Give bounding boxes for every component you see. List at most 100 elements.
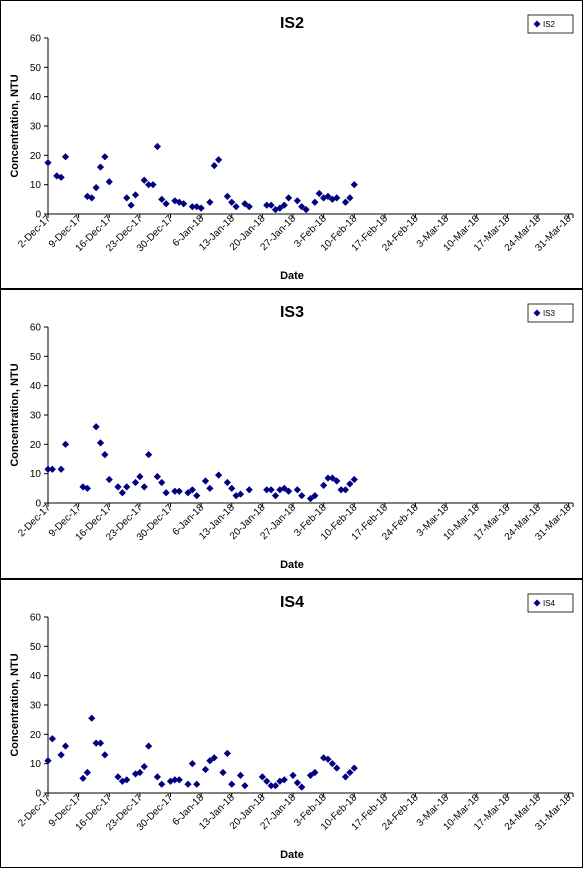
data-point (88, 194, 96, 202)
y-tick-label: 30 (30, 411, 42, 422)
y-tick-label: 40 (30, 671, 42, 682)
data-point (293, 486, 301, 494)
data-point (206, 198, 214, 206)
data-point (180, 200, 188, 208)
data-point (298, 492, 306, 500)
data-point (333, 764, 341, 772)
data-point (298, 783, 306, 791)
data-point (193, 492, 201, 500)
data-point (123, 194, 131, 202)
y-tick-label: 50 (30, 352, 42, 363)
data-point (324, 755, 332, 763)
data-point (223, 749, 231, 757)
y-tick-label: 0 (35, 210, 41, 221)
data-point (105, 178, 113, 186)
data-point (145, 181, 153, 189)
data-point (92, 423, 100, 431)
data-point (298, 203, 306, 211)
data-point (140, 763, 148, 771)
data-point (123, 483, 131, 491)
data-point (105, 475, 113, 484)
legend: IS4 (527, 593, 574, 613)
data-point (223, 478, 231, 487)
legend: IS3 (527, 303, 574, 323)
chart-title: IS4 (280, 594, 304, 611)
data-point (245, 486, 253, 494)
data-point (79, 483, 87, 491)
data-point (131, 770, 140, 778)
data-point (333, 194, 341, 202)
data-point (285, 194, 293, 202)
data-point (127, 201, 135, 209)
y-tick-label: 0 (35, 789, 41, 800)
data-point (289, 771, 297, 779)
data-point (171, 487, 179, 495)
data-point (293, 197, 301, 205)
data-point (350, 181, 358, 189)
data-point (158, 478, 166, 487)
data-point (263, 201, 271, 209)
data-point (162, 489, 170, 497)
data-point (162, 200, 170, 208)
data-point (245, 203, 253, 211)
data-point (337, 486, 345, 494)
legend-marker (533, 599, 541, 607)
data-point (153, 473, 161, 481)
data-point (184, 489, 192, 497)
y-tick-label: 60 (30, 34, 42, 45)
data-point (61, 153, 70, 161)
legend-label: IS4 (543, 599, 556, 608)
data-point (232, 203, 240, 211)
legend-label: IS3 (543, 309, 556, 318)
legend-marker (533, 20, 541, 28)
data-point (228, 780, 236, 788)
data-point (61, 440, 70, 448)
y-tick-label: 40 (30, 92, 42, 103)
data-point (276, 204, 284, 212)
data-point (315, 189, 323, 198)
data-point (219, 768, 227, 777)
y-tick-label: 30 (30, 701, 42, 712)
x-axis-label: Date (280, 559, 304, 571)
data-point (206, 757, 214, 765)
y-tick-label: 50 (30, 63, 42, 74)
y-tick-label: 0 (35, 499, 41, 510)
data-point (210, 162, 218, 170)
data-point (228, 484, 236, 492)
data-point (61, 742, 70, 750)
legend-box (527, 303, 574, 323)
data-point (175, 776, 183, 784)
data-point (114, 483, 122, 491)
data-point (131, 478, 140, 487)
data-point (171, 776, 179, 784)
chart-is4: IS401020304050602-Dec-179-Dec-1716-Dec-1… (9, 593, 574, 861)
y-tick-label: 40 (30, 381, 42, 392)
data-point (153, 773, 161, 781)
y-axis-label: Concentration, NTU (9, 74, 21, 177)
data-point (48, 735, 56, 743)
data-point (263, 777, 271, 785)
data-point (153, 142, 161, 151)
data-point (140, 483, 148, 491)
y-tick-label: 10 (30, 180, 42, 191)
data-point (346, 480, 354, 488)
data-point (149, 181, 157, 189)
data-point (241, 782, 249, 790)
data-point (328, 760, 336, 768)
legend-box (527, 14, 574, 34)
y-tick-label: 60 (30, 323, 42, 334)
data-point (44, 159, 52, 167)
y-tick-label: 20 (30, 440, 42, 451)
data-point (131, 191, 140, 199)
data-point (44, 465, 52, 473)
data-point (145, 451, 153, 459)
data-point (201, 765, 210, 774)
data-point (263, 486, 271, 494)
legend-box (527, 593, 574, 613)
data-point (96, 439, 105, 447)
data-point (188, 760, 196, 768)
data-point (136, 768, 144, 777)
data-point (280, 776, 288, 784)
chart-title: IS3 (280, 304, 304, 321)
y-tick-label: 50 (30, 642, 42, 653)
